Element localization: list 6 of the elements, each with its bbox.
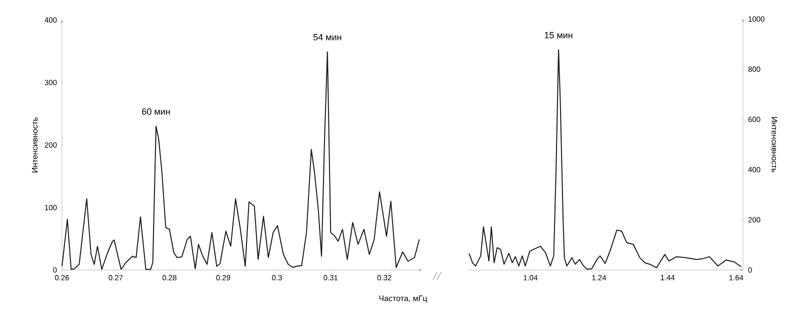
y-axis-title: Интенсивность [32, 117, 38, 172]
x-axis-title: Частота, мГц [379, 296, 428, 303]
annotation: 54 мин [313, 34, 342, 40]
annotation: 60 мин [142, 108, 170, 115]
annotation: 15 мин [544, 32, 572, 38]
y-axis-title: Интенсивность [772, 117, 778, 172]
